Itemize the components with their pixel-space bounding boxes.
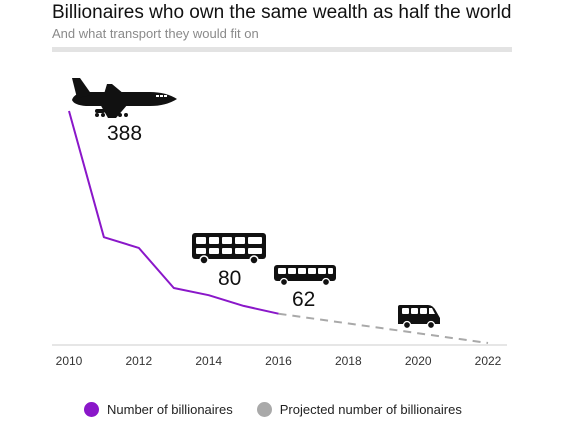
legend-item-actual: Number of billionaires (84, 402, 233, 417)
legend-item-projected: Projected number of billionaires (256, 402, 462, 417)
airplane-icon (72, 78, 177, 118)
x-tick-label-2012: 2012 (125, 354, 152, 368)
chart-subtitle: And what transport they would fit on (52, 26, 259, 41)
legend-label-projected: Projected number of billionaires (279, 402, 462, 417)
annotation-label-80: 80 (218, 267, 241, 290)
coach-bus-icon (274, 265, 336, 287)
chart-title: Billionaires who own the same wealth as … (52, 2, 512, 23)
legend-swatch-projected (256, 402, 272, 417)
x-tick-label-2016: 2016 (265, 354, 292, 368)
legend-label-actual: Number of billionaires (107, 402, 233, 417)
x-tick-label-2014: 2014 (195, 354, 222, 368)
title-rule (52, 47, 512, 52)
legend-swatch-actual (84, 402, 99, 417)
minibus-icon (398, 305, 440, 330)
x-tick-label-2010: 2010 (56, 354, 83, 368)
annotation-label-62: 62 (292, 288, 315, 311)
double-decker-bus-icon (192, 233, 266, 265)
annotation-label-388: 388 (107, 122, 142, 145)
x-tick-label-2022: 2022 (475, 354, 502, 368)
billionaires-line (68, 110, 279, 315)
x-tick-label-2020: 2020 (405, 354, 432, 368)
legend: Number of billionaires Projected number … (84, 402, 486, 417)
projected-line (278, 312, 489, 344)
x-tick-label-2018: 2018 (335, 354, 362, 368)
